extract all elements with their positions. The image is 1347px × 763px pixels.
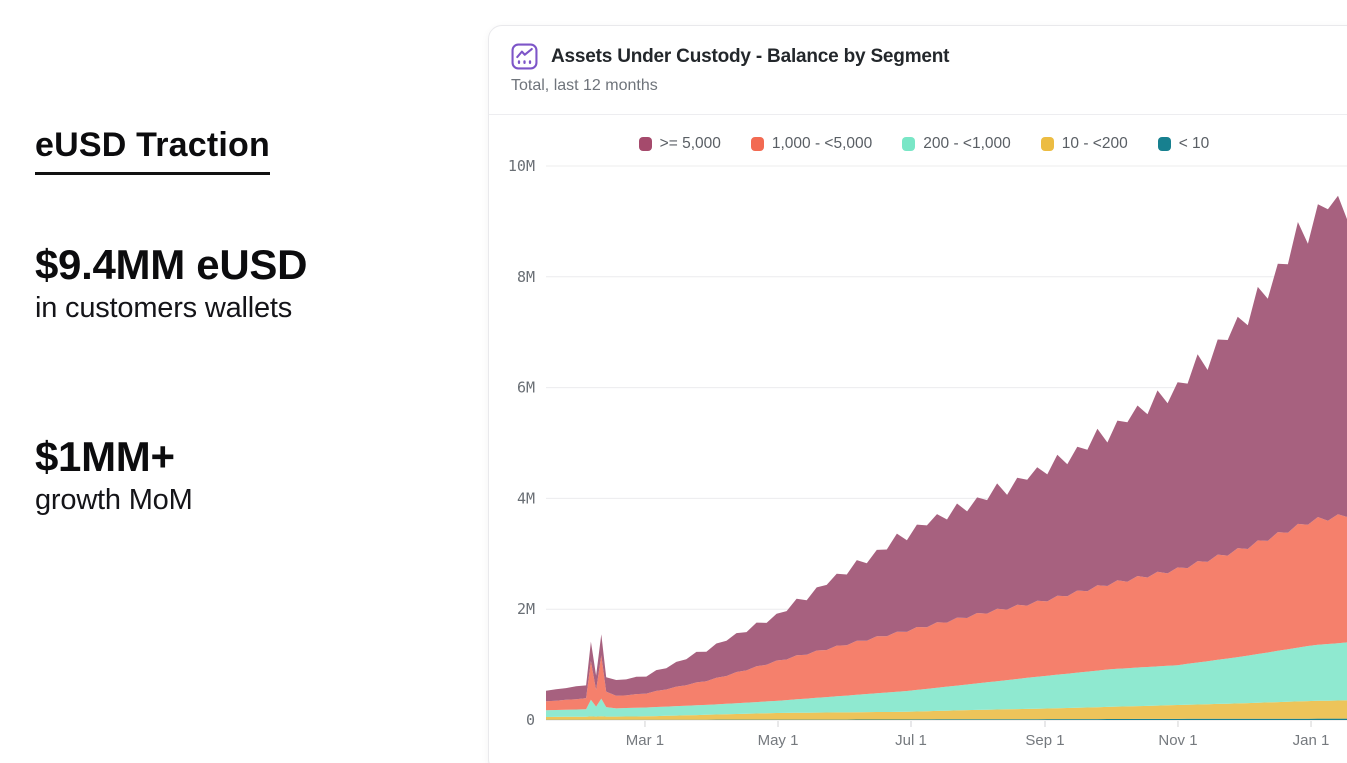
- card-title: Assets Under Custody - Balance by Segmen…: [551, 45, 950, 67]
- legend-label: 1,000 - <5,000: [771, 134, 873, 152]
- stat-eusd-in-wallets: $9.4MM eUSD in customers wallets: [35, 240, 307, 325]
- legend-swatch: [902, 136, 916, 151]
- legend-label: < 10: [1178, 134, 1210, 152]
- area-band-10-200: [546, 700, 1347, 720]
- stat-value: $9.4MM eUSD: [35, 241, 308, 288]
- auc-stacked-area-chart: 0 2M 4M 6M 8M 10M Mar 1 May 1 Jul 1 Sep 1 Nov 1 Jan…: [508, 160, 1347, 749]
- y-tick-label: 6M: [517, 379, 535, 397]
- page-title: eUSD Traction: [35, 126, 270, 175]
- legend-item-lt-10[interactable]: < 10: [1157, 134, 1210, 153]
- legend-item-ge-5000[interactable]: >= 5,000: [638, 134, 721, 153]
- combo-chart-icon: [511, 43, 538, 70]
- x-tick-label: Nov 1: [1158, 732, 1197, 749]
- legend-item-10-200[interactable]: 10 - <200: [1040, 134, 1128, 153]
- area-band-200-1-000: [546, 642, 1347, 717]
- card-header-row: Assets Under Custody - Balance by Segmen…: [511, 43, 1339, 70]
- x-tick-label: Sep 1: [1025, 732, 1064, 749]
- y-tick-label: 2M: [517, 600, 535, 618]
- area-band--5-000: [546, 195, 1347, 702]
- legend-swatch: [1157, 136, 1171, 151]
- y-tick-label: 8M: [517, 268, 535, 286]
- area-band-1-000-5-000: [546, 514, 1347, 711]
- legend-item-200-1000[interactable]: 200 - <1,000: [902, 134, 1011, 153]
- x-tick-label: Mar 1: [626, 732, 664, 749]
- legend-swatch: [638, 136, 652, 151]
- chart-legend: >= 5,000 1,000 - <5,000 200 - <1,000 10 …: [489, 115, 1347, 160]
- legend-label: 200 - <1,000: [923, 134, 1011, 152]
- stat-value: $1MM+: [35, 433, 175, 480]
- legend-label: 10 - <200: [1061, 134, 1128, 152]
- y-tick-label: 0: [526, 711, 535, 729]
- legend-label: >= 5,000: [659, 134, 721, 152]
- x-tick-label: Jul 1: [895, 732, 927, 749]
- chart-card: Assets Under Custody - Balance by Segmen…: [488, 25, 1347, 763]
- page-title-text: eUSD Traction: [35, 126, 270, 175]
- stat-growth-mom: $1MM+ growth MoM: [35, 432, 193, 517]
- card-header: Assets Under Custody - Balance by Segmen…: [489, 26, 1347, 115]
- legend-swatch: [750, 136, 764, 151]
- stat-label: growth MoM: [35, 484, 193, 517]
- y-tick-label: 4M: [517, 489, 535, 507]
- x-tick-label: May 1: [758, 732, 799, 749]
- legend-item-1000-5000[interactable]: 1,000 - <5,000: [750, 134, 873, 153]
- y-tick-label: 10M: [508, 160, 535, 175]
- card-subtitle: Total, last 12 months: [511, 77, 658, 94]
- x-tick-label: Jan 1: [1293, 732, 1330, 749]
- stat-label: in customers wallets: [35, 292, 293, 325]
- legend-swatch: [1040, 136, 1054, 151]
